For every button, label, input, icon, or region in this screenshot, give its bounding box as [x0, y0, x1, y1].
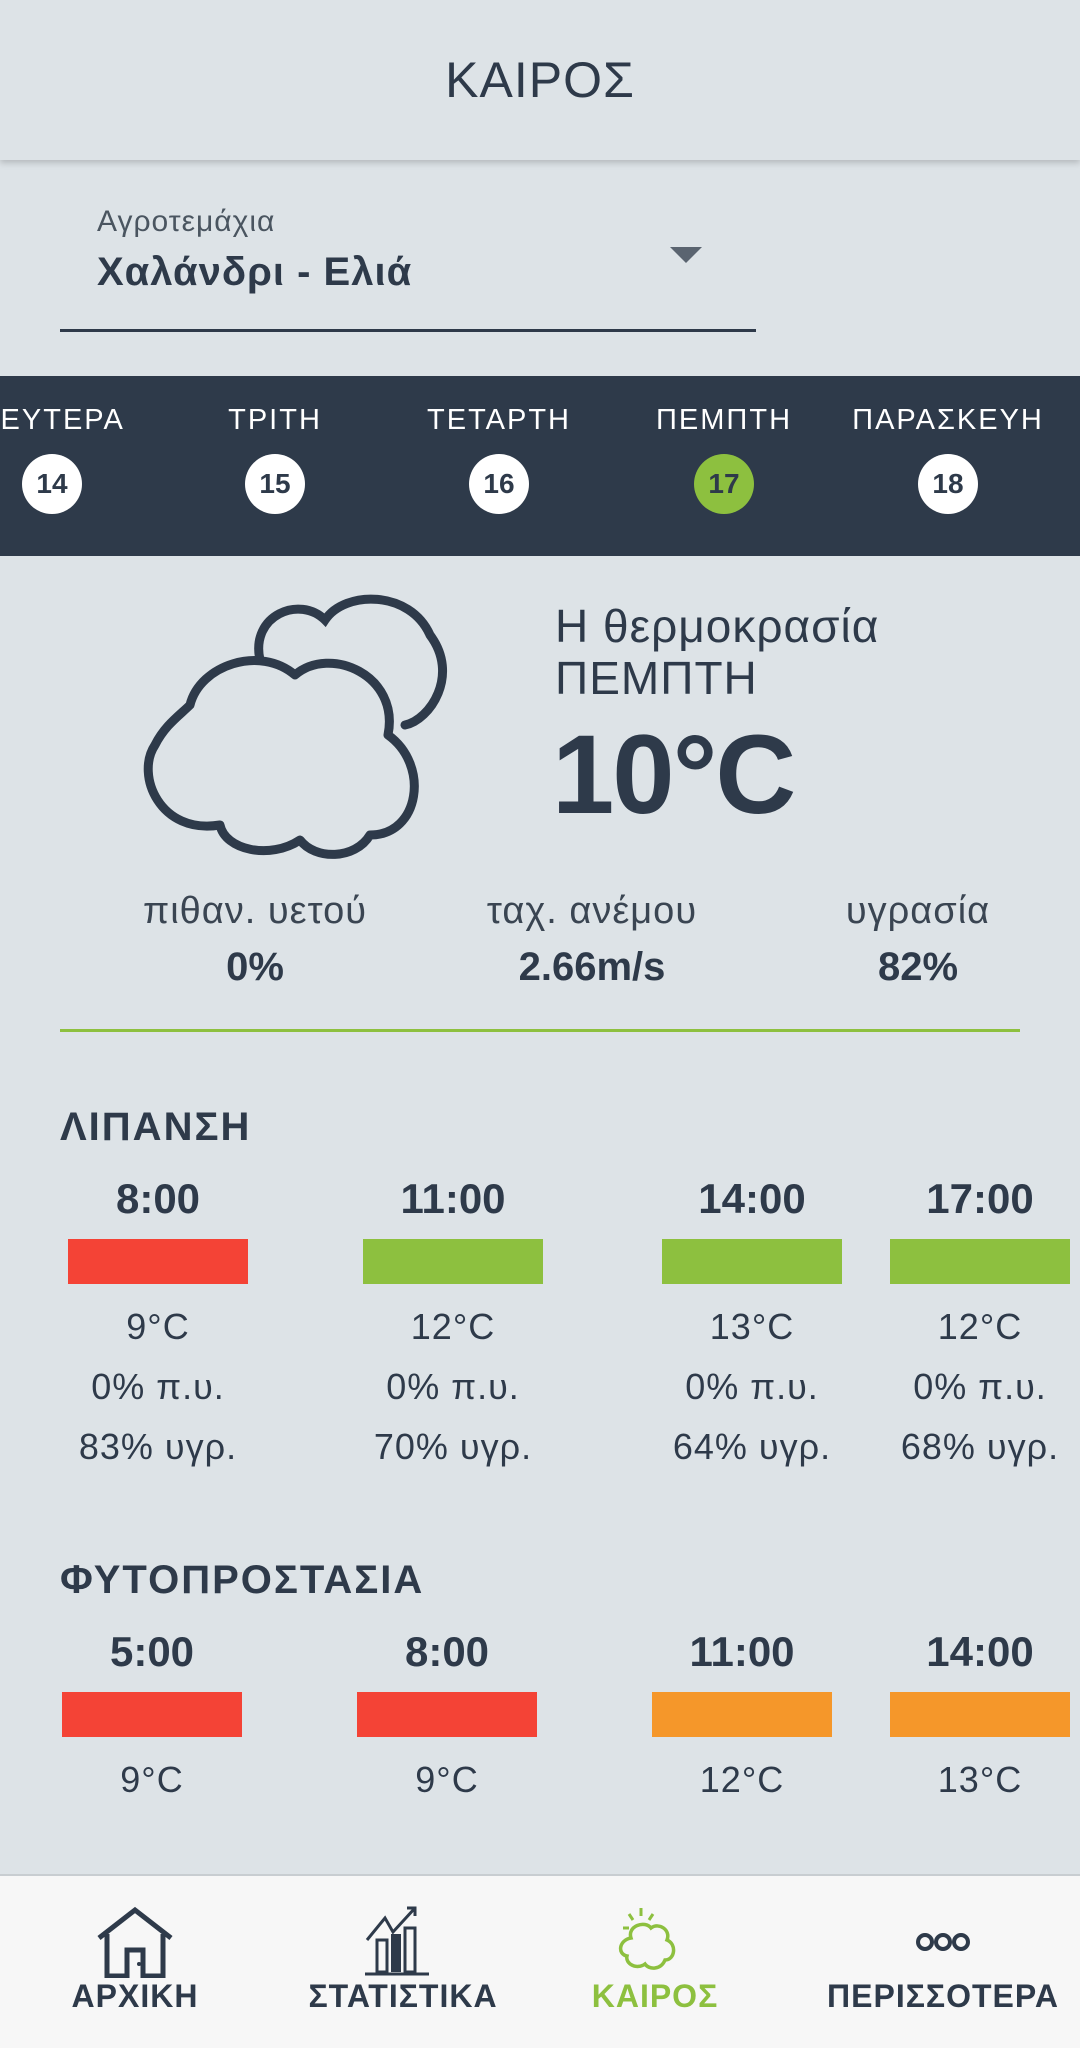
slot-hum: 83% υγρ.	[78, 1426, 238, 1467]
field-select-label: Αγροτεμάχια	[97, 205, 276, 238]
day-tab-tuesday[interactable]: ΤΡΙΤΗ 15	[165, 376, 385, 556]
slot-temp: 12°C	[937, 1306, 1023, 1347]
page-title: ΚΑΙΡΟΣ	[0, 0, 1080, 160]
nav-label: ΠΕΡΙΣΣΟΤΕΡΑ	[827, 1978, 1059, 2014]
nav-stats[interactable]: ΣΤΑΤΙΣΤΙΚΑ	[273, 1876, 533, 2048]
slot-hum: 68% υγρ.	[900, 1426, 1060, 1467]
slot-temp: 9°C	[120, 1759, 184, 1800]
slot-temp: 12°C	[699, 1759, 785, 1800]
slot-time: 14:00	[926, 1628, 1034, 1675]
more-icon	[916, 1933, 970, 1951]
forecast-slot: 11:00 12°C	[647, 1628, 837, 1819]
slot-temp: 9°C	[126, 1306, 190, 1347]
stat-label: ταχ. ανέμου	[486, 890, 698, 932]
slot-time: 5:00	[109, 1628, 195, 1675]
slot-rain: 0% π.υ.	[685, 1366, 819, 1407]
temperature-value: 10°C	[552, 712, 796, 837]
day-selector[interactable]: ΔΕΥΤΕΡΑ 14 ΤΡΙΤΗ 15 ΤΕΤΑΡΤΗ 16 ΠΕΜΠΤΗ 17 ΠΑΡ…	[0, 376, 1080, 556]
forecast-slot: 11:00 12°C 0% π.υ. 70% υγρ.	[358, 1175, 548, 1486]
temperature-label: Η θερμοκρασία ΠΕΜΠΤΗ	[555, 600, 879, 704]
day-label: ΔΕΥΤΕΡΑ	[0, 404, 125, 436]
status-bar	[890, 1692, 1070, 1737]
status-bar	[68, 1239, 248, 1284]
forecast-slot: 14:00 13°C 0% π.υ. 64% υγρ.	[657, 1175, 847, 1486]
nav-more[interactable]: ΠΕΡΙΣΣΟΤΕΡΑ	[813, 1876, 1073, 2048]
slot-time: 11:00	[400, 1175, 506, 1222]
section-title-lipansi: ΛΙΠΑΝΣΗ	[60, 1105, 252, 1149]
nav-label: ΑΡΧΙΚΗ	[71, 1978, 199, 2014]
day-tab-friday[interactable]: ΠΑΡΑΣΚΕΥΗ 18	[838, 376, 1058, 556]
temperature-label-text: Η θερμοκρασία	[555, 600, 880, 652]
status-bar	[357, 1692, 537, 1737]
stat-value: 2.66m/s	[518, 945, 666, 989]
slot-time: 14:00	[698, 1175, 806, 1222]
slot-rain: 0% π.υ.	[91, 1366, 225, 1407]
temperature-day: ΠΕΜΠΤΗ	[555, 652, 758, 704]
nav-weather[interactable]: ΚΑΙΡΟΣ	[525, 1876, 785, 2048]
wind-speed: ταχ. ανέμου 2.66m/s	[442, 890, 742, 990]
day-label: ΤΡΙΤΗ	[228, 404, 322, 436]
status-bar	[363, 1239, 543, 1284]
slot-rain: 0% π.υ.	[386, 1366, 520, 1407]
rain-probability: πιθαν. υετού 0%	[105, 890, 405, 990]
day-number: 17	[694, 454, 754, 514]
dropdown-arrow-icon[interactable]	[670, 247, 702, 263]
day-number: 15	[245, 454, 305, 514]
slot-rain: 0% π.υ.	[913, 1366, 1047, 1407]
stats-chart-icon	[365, 1906, 429, 1976]
slot-time: 11:00	[689, 1628, 795, 1675]
stat-value: 82%	[877, 945, 959, 989]
day-label: ΤΕΤΑΡΤΗ	[427, 404, 571, 436]
slot-temp: 12°C	[410, 1306, 496, 1347]
stat-value: 0%	[226, 945, 284, 989]
forecast-slot: 8:00 9°C 0% π.υ. 83% υγρ.	[63, 1175, 253, 1486]
nav-home[interactable]: ΑΡΧΙΚΗ	[5, 1876, 265, 2048]
slot-hum: 64% υγρ.	[672, 1426, 832, 1467]
status-bar	[662, 1239, 842, 1284]
slot-hum: 70% υγρ.	[373, 1426, 533, 1467]
day-number: 14	[22, 454, 82, 514]
day-tab-monday[interactable]: ΔΕΥΤΕΡΑ 14	[0, 376, 162, 556]
day-label: ΠΑΡΑΣΚΕΥΗ	[852, 404, 1044, 436]
forecast-slot: 14:00 13°C	[885, 1628, 1075, 1819]
status-bar	[652, 1692, 832, 1737]
forecast-slot: 8:00 9°C	[352, 1628, 542, 1819]
day-tab-wednesday[interactable]: ΤΕΤΑΡΤΗ 16	[389, 376, 609, 556]
forecast-slot: 5:00 9°C	[57, 1628, 247, 1819]
slot-time: 8:00	[404, 1628, 490, 1675]
field-select-underline	[60, 329, 756, 332]
humidity: υγρασία 82%	[768, 890, 1068, 990]
field-select-value[interactable]: Χαλάνδρι - Ελιά	[97, 250, 413, 294]
slot-temp: 9°C	[415, 1759, 479, 1800]
stat-label: πιθαν. υετού	[143, 890, 367, 932]
day-number: 16	[469, 454, 529, 514]
section-title-fytoprostasia: ΦΥΤΟΠΡΟΣΤΑΣΙΑ	[60, 1558, 425, 1602]
day-number: 18	[918, 454, 978, 514]
forecast-slot: 17:00 12°C 0% π.υ. 68% υγρ.	[885, 1175, 1075, 1486]
cloud-icon	[143, 594, 447, 859]
status-bar	[62, 1692, 242, 1737]
divider	[60, 1029, 1020, 1032]
status-bar	[890, 1239, 1070, 1284]
day-label: ΠΕΜΠΤΗ	[655, 404, 793, 436]
nav-label: ΚΑΙΡΟΣ	[591, 1978, 719, 2014]
weather-icon	[618, 1908, 676, 1970]
slot-time: 17:00	[926, 1175, 1034, 1222]
slot-temp: 13°C	[709, 1306, 795, 1347]
home-icon	[97, 1906, 173, 1978]
bottom-nav: ΑΡΧΙΚΗ ΣΤΑΤΙΣΤΙΚΑ ΚΑΙΡΟΣ ΠΕΡΙΣΣΟΤΕΡΑ	[0, 1874, 1080, 2048]
day-tab-thursday[interactable]: ΠΕΜΠΤΗ 17	[614, 376, 834, 556]
slot-time: 8:00	[115, 1175, 201, 1222]
stat-label: υγρασία	[845, 890, 991, 932]
nav-label: ΣΤΑΤΙΣΤΙΚΑ	[308, 1978, 498, 2014]
slot-temp: 13°C	[937, 1759, 1023, 1800]
